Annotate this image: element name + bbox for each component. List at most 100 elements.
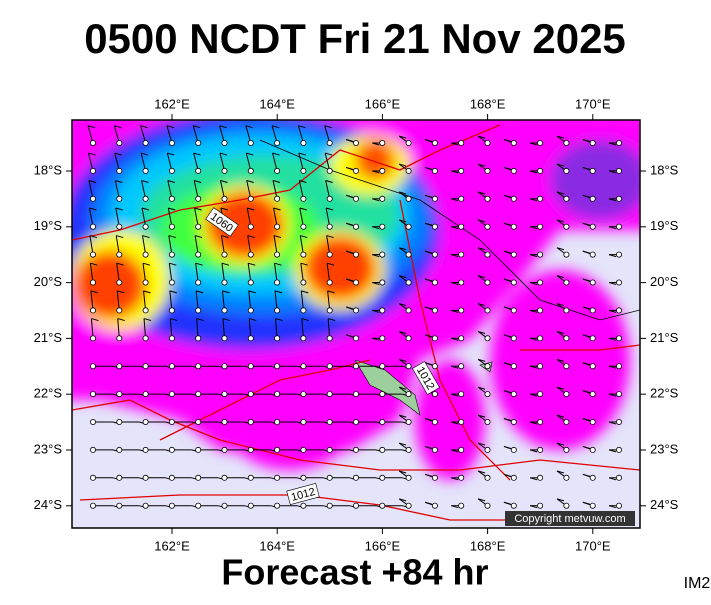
lat-label: 20°S — [34, 274, 63, 289]
wind-barb — [582, 306, 590, 310]
wind-barb — [169, 262, 177, 266]
station — [379, 335, 386, 342]
station — [195, 474, 202, 481]
wind-barb — [301, 290, 309, 294]
station — [431, 223, 438, 230]
wind-barb — [477, 386, 486, 390]
wind-barb — [346, 139, 354, 143]
station — [326, 251, 333, 258]
station — [195, 139, 202, 146]
wind-barb — [608, 226, 617, 230]
station — [352, 474, 359, 481]
lat-label: 21°S — [34, 330, 63, 345]
station — [274, 363, 281, 370]
station — [458, 307, 465, 314]
wind-barb — [168, 235, 173, 255]
wind-barb — [143, 290, 151, 294]
wind-barb — [424, 362, 433, 366]
station — [221, 418, 228, 425]
station — [616, 363, 623, 370]
station — [563, 391, 570, 398]
station — [116, 335, 123, 342]
station — [142, 474, 149, 481]
wind-barb — [247, 207, 255, 211]
wind-barb — [424, 418, 433, 422]
station — [352, 251, 359, 258]
wind-barb — [272, 180, 278, 199]
wind-barb — [89, 263, 94, 283]
lon-label: 164°E — [259, 96, 295, 111]
wind-barb — [582, 278, 590, 282]
wind-barb — [324, 125, 331, 144]
station — [247, 307, 254, 314]
wind-barb — [529, 170, 538, 174]
wind-barb — [477, 163, 486, 167]
station — [326, 167, 333, 174]
wind-barb — [143, 318, 152, 322]
station — [589, 195, 596, 202]
station — [563, 446, 570, 453]
station — [116, 251, 123, 258]
wind-barb — [582, 473, 590, 477]
station — [274, 307, 281, 314]
wind-barb — [275, 318, 278, 339]
wind-barb — [271, 125, 278, 144]
wind-barb — [142, 235, 150, 239]
wind-barb — [556, 414, 565, 418]
copyright: Copyright metvuw.com — [514, 513, 625, 525]
wind-barb — [529, 198, 538, 202]
station — [142, 391, 149, 398]
station — [431, 474, 438, 481]
lon-label: 168°E — [470, 538, 506, 553]
wind-barb — [326, 263, 331, 283]
station — [616, 446, 623, 453]
wind-barb — [298, 125, 306, 129]
wind-barb — [324, 125, 332, 129]
station — [90, 502, 97, 509]
wind-barb — [372, 198, 380, 202]
station — [247, 502, 254, 509]
station — [484, 167, 491, 174]
wind-barb — [529, 282, 538, 285]
wind-barb — [451, 309, 459, 313]
station — [563, 474, 570, 481]
wind-barb — [503, 222, 512, 226]
wind-barb — [220, 180, 228, 184]
wind-barb — [529, 226, 538, 230]
station — [116, 195, 123, 202]
wind-barb — [222, 318, 231, 322]
wind-barb — [219, 125, 225, 144]
wind-barb — [556, 386, 565, 390]
station — [195, 502, 202, 509]
wind-barb — [89, 235, 94, 255]
wind-barb — [399, 135, 407, 139]
station — [484, 223, 491, 230]
station — [484, 279, 491, 286]
station — [195, 223, 202, 230]
wind-barb — [556, 135, 565, 139]
station — [537, 474, 544, 481]
station — [195, 167, 202, 174]
wind-barb — [88, 180, 94, 199]
wind-barb — [141, 180, 149, 184]
station — [510, 223, 517, 230]
wind-barb — [141, 207, 150, 211]
station — [563, 335, 570, 342]
station — [247, 474, 254, 481]
wind-barb — [451, 170, 459, 174]
wind-barb — [300, 262, 308, 266]
wind-barb — [169, 318, 173, 339]
station — [563, 307, 570, 314]
station — [352, 195, 359, 202]
wind-barb — [219, 125, 227, 129]
station — [589, 139, 596, 146]
wind-barb — [299, 235, 304, 255]
station — [90, 279, 97, 286]
wind-barb — [477, 303, 486, 307]
wind-barb — [166, 125, 175, 129]
wind-barb — [114, 125, 122, 129]
wind-barb — [325, 207, 331, 227]
station — [116, 223, 123, 230]
wind-barb — [142, 235, 147, 255]
